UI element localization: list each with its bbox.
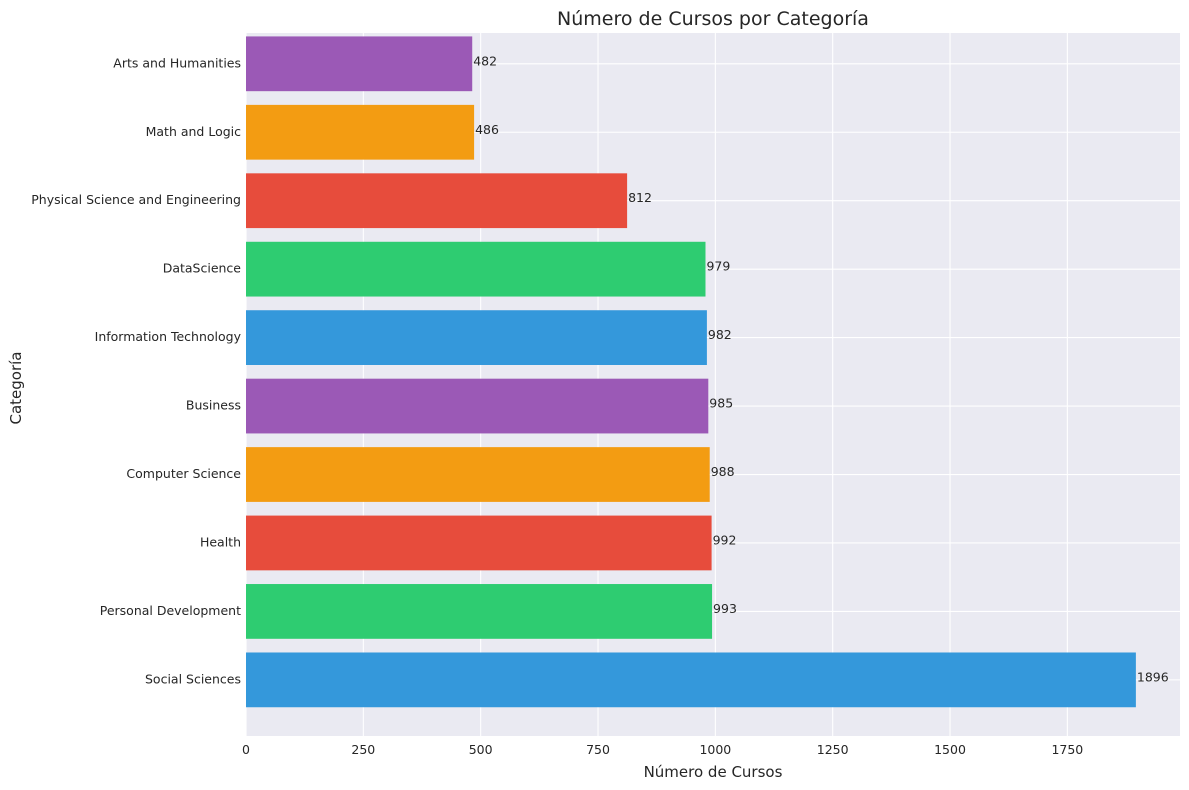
x-tick-label: 750 [586,742,610,757]
y-tick-label: DataScience [163,261,242,276]
x-tick-label: 0 [242,742,250,757]
y-tick-label: Computer Science [126,466,241,481]
bar [246,515,712,571]
bar [246,241,706,297]
data-label: 1896 [1137,669,1169,684]
y-tick-label: Personal Development [100,603,241,618]
y-axis-label: Categoría [7,351,25,424]
bar [246,173,628,229]
x-ticks: 0 250 500 750 1000 1250 1500 1750 [242,742,1083,757]
bar [246,378,709,434]
data-label: 985 [709,396,733,411]
x-tick-label: 250 [351,742,375,757]
bar [246,447,710,502]
data-label: 992 [713,532,737,547]
x-tick-label: 1250 [817,742,849,757]
y-tick-label: Business [186,398,241,413]
data-label: 482 [473,53,497,68]
data-label: 979 [706,259,730,274]
x-tick-label: 500 [469,742,493,757]
chart-title: Número de Cursos por Categoría [557,8,869,30]
x-tick-label: 1000 [699,742,731,757]
y-tick-label: Arts and Humanities [113,55,241,70]
data-label: 982 [708,327,732,342]
bar [246,652,1136,708]
bar [246,36,473,92]
y-ticks: Social Sciences Personal Development Healt… [31,55,241,686]
y-tick-label: Physical Science and Engineering [31,192,241,207]
y-tick-label: Health [200,534,241,549]
x-axis-label: Número de Cursos [644,763,783,781]
y-tick-label: Information Technology [95,329,242,344]
data-label: 812 [628,190,652,205]
bar [246,584,713,639]
y-tick-label: Math and Logic [146,124,242,139]
x-tick-label: 1500 [934,742,966,757]
data-label: 988 [711,464,735,479]
data-label: 486 [475,122,499,137]
y-tick-label: Social Sciences [145,671,241,686]
bar [246,310,707,365]
data-label: 993 [713,601,737,616]
bar [246,104,475,160]
bars-layer: 1896 993 992 988 985 982 979 812 486 482 [246,36,1169,708]
x-tick-label: 1750 [1051,742,1083,757]
